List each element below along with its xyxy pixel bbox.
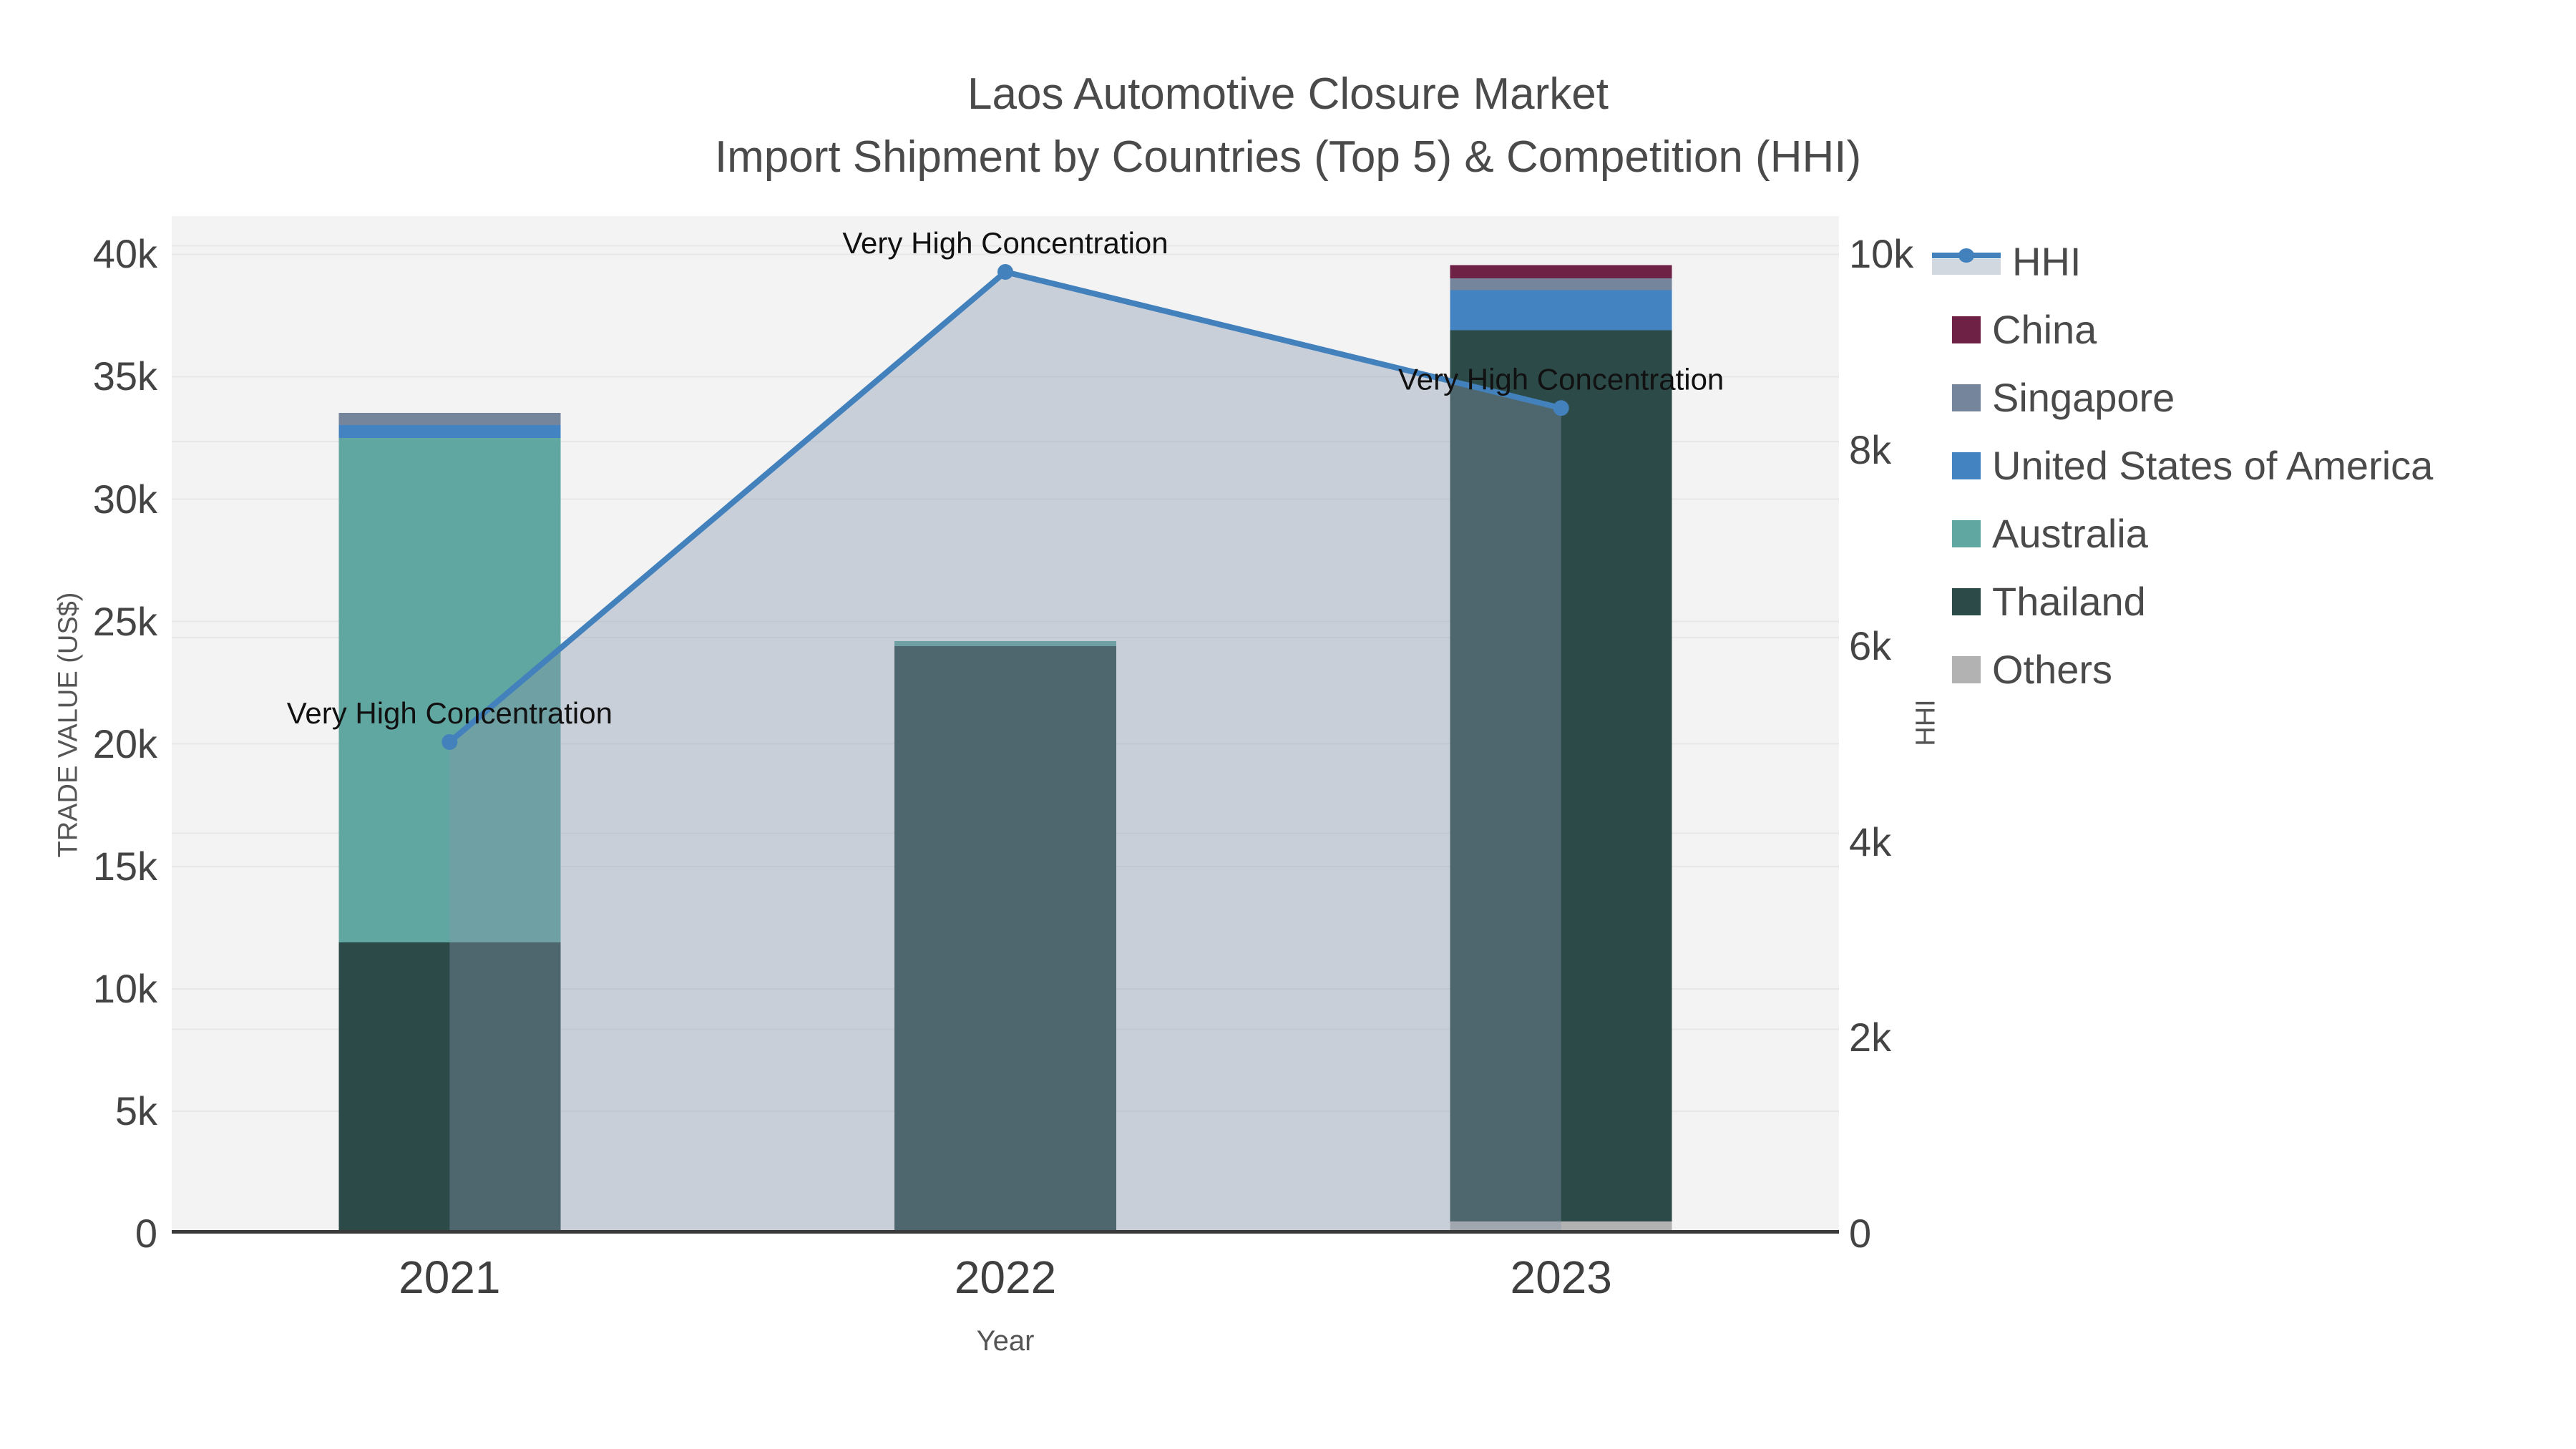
bar-segment-2021-thailand[interactable] [338,942,561,1234]
legend-label: Others [1992,647,2113,692]
y-axis-right-title: HHI [1911,699,1941,746]
annotation-2021: Very High Concentration [287,696,613,730]
xtick-2022: 2022 [954,1252,1057,1303]
hhi-marker-2021[interactable] [441,733,458,750]
legend-item-china[interactable]: China [1932,296,2433,364]
ytick-left-25k: 25k [92,598,157,644]
chart-title-line1: Laos Automotive Closure Market [967,69,1609,119]
ytick-right-4k: 4k [1849,819,1892,864]
ytick-left-5k: 5k [114,1088,157,1133]
ytick-right-6k: 6k [1849,623,1892,668]
hhi-marker-2023[interactable] [1553,400,1569,416]
ytick-left-40k: 40k [92,231,157,277]
x-axis-line [172,1230,1839,1234]
chart-title-line2: Import Shipment by Countries (Top 5) & C… [714,132,1862,182]
bar-segment-2022-australia[interactable] [894,640,1116,646]
ytick-left-15k: 15k [92,843,157,889]
legend-item-united-states-of-america[interactable]: United States of America [1932,431,2433,499]
ytick-right-2k: 2k [1849,1015,1892,1060]
legend-item-thailand[interactable]: Thailand [1932,567,2433,635]
legend-label: Thailand [1992,579,2146,624]
ytick-left-30k: 30k [92,476,157,522]
plot-area[interactable]: Very High Concentration Very High Concent… [172,216,1839,1234]
legend-swatch-icon [1952,452,1981,479]
legend-swatch-icon [1952,587,1981,615]
legend-swatch-icon [1952,316,1981,343]
legend-item-singapore[interactable]: Singapore [1932,364,2433,431]
legend-label: China [1992,307,2097,352]
ytick-left-10k: 10k [92,965,157,1011]
legend-item-hhi[interactable]: HHI [1932,228,2433,296]
ytick-right-10k: 10k [1849,231,1914,277]
legend-item-australia[interactable]: Australia [1932,499,2433,567]
legend: HHI China Singapore United States of Americ… [1932,228,2433,703]
bar-segment-2023-united-states-of-america[interactable] [1450,290,1672,331]
legend-swatch-icon [1952,655,1981,683]
ytick-left-20k: 20k [92,721,157,766]
ytick-left-35k: 35k [92,353,157,399]
ytick-left-0: 0 [135,1211,157,1256]
legend-swatch-icon [1952,519,1981,547]
bar-segment-2021-united-states-of-america[interactable] [338,424,561,438]
bar-segment-2021-singapore[interactable] [338,412,561,425]
legend-label: Australia [1992,511,2148,556]
chart-title: Laos Automotive Closure Market Import Sh… [429,63,2147,189]
annotation-2023: Very High Concentration [1398,362,1724,396]
bar-segment-2021-australia[interactable] [338,437,561,942]
legend-swatch-icon [1952,384,1981,411]
ytick-right-8k: 8k [1849,427,1892,473]
legend-label: HHI [2012,239,2082,284]
bar-segment-2022-thailand[interactable] [894,645,1116,1234]
ytick-right-0: 0 [1849,1211,1872,1256]
xtick-2021: 2021 [399,1252,501,1303]
bar-segment-2023-china[interactable] [1450,265,1672,279]
hhi-area-fill [449,272,1561,1234]
legend-label: Singapore [1992,375,2175,420]
x-axis-title: Year [976,1325,1035,1357]
legend-item-others[interactable]: Others [1932,635,2433,703]
hhi-line-marker-icon [1932,248,2001,276]
bar-segment-2023-thailand[interactable] [1450,330,1672,1221]
annotation-2022: Very High Concentration [842,226,1168,260]
bar-segment-2023-singapore[interactable] [1450,278,1672,291]
y-axis-left-title: TRADE VALUE (US$) [53,592,84,858]
hhi-marker-2022[interactable] [997,264,1013,280]
xtick-2023: 2023 [1510,1252,1612,1303]
legend-label: United States of America [1992,443,2434,488]
